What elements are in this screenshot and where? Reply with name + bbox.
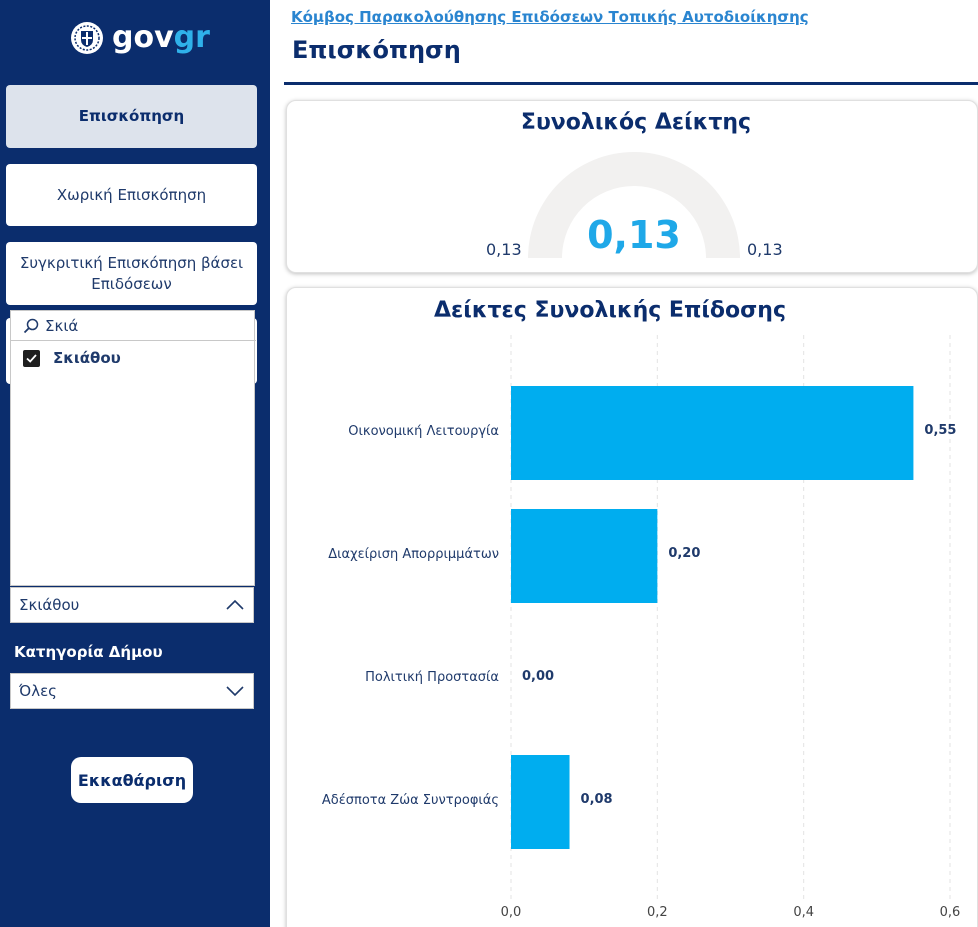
search-input[interactable]: Σκιά xyxy=(45,316,79,335)
logo-prefix: gov xyxy=(112,20,174,55)
x-tick-label: 0,2 xyxy=(646,905,668,920)
logo-suffix: gr xyxy=(173,20,210,55)
x-tick-label: 0,6 xyxy=(939,905,961,920)
bar[interactable] xyxy=(511,755,570,849)
search-icon xyxy=(23,318,39,333)
category-label: Οικονομική Λειτουργία xyxy=(348,424,499,439)
slicer-search-box[interactable]: Σκιά xyxy=(11,311,256,341)
municipality-dropdown-value: Σκιάθου xyxy=(19,596,80,614)
x-tick-label: 0,4 xyxy=(793,905,814,920)
category-label: Αδέσποτα Ζώα Συντροφιάς xyxy=(321,793,499,808)
category-label: Διαχείριση Απορριμμάτων xyxy=(328,547,499,562)
data-label: 0,20 xyxy=(668,546,701,561)
bar[interactable] xyxy=(511,386,914,480)
category-dropdown-value: Όλες xyxy=(19,682,57,700)
greek-emblem-icon xyxy=(71,22,103,54)
nav-spatial-button[interactable]: Χωρική Επισκόπηση xyxy=(6,164,257,226)
clear-filters-button[interactable]: Εκκαθάριση xyxy=(71,757,193,803)
breadcrumb-link[interactable]: Κόμβος Παρακολούθησης Επιδόσεων Τοπικής … xyxy=(291,8,809,26)
nav-overview-button[interactable]: Επισκόπηση xyxy=(6,85,257,148)
data-label: 0,08 xyxy=(580,792,613,807)
gauge-value: 0,13 xyxy=(587,213,681,257)
x-tick-label: 0,0 xyxy=(500,905,522,920)
slicer-option-label: Σκιάθου xyxy=(53,349,121,367)
bar-chart-title: Δείκτες Συνολικής Επίδοσης xyxy=(434,298,786,323)
category-filter-label: Κατηγορία Δήμου xyxy=(14,643,163,661)
header-divider xyxy=(284,82,978,85)
nav-comparative-button[interactable]: Συγκριτική Επισκόπηση βάσει Επιδόσεων xyxy=(6,242,257,305)
bar[interactable] xyxy=(511,509,658,603)
checkbox-checked-icon[interactable] xyxy=(23,349,40,367)
municipality-slicer-list[interactable]: Σκιά Σκιάθου xyxy=(10,310,256,586)
page-title: Επισκόπηση xyxy=(292,36,461,64)
data-label: 0,55 xyxy=(924,423,957,438)
data-label: 0,00 xyxy=(522,669,555,684)
sidebar: govgr Επισκόπηση Χωρική Επισκόπηση Συγκρ… xyxy=(0,0,270,927)
govgr-wordmark: govgr xyxy=(112,23,210,53)
gauge-max-label: 0,13 xyxy=(747,240,783,259)
municipality-dropdown[interactable]: Σκιάθου xyxy=(10,587,254,623)
govgr-logo[interactable]: govgr xyxy=(70,18,210,58)
gauge-min-label: 0,13 xyxy=(486,240,522,259)
chevron-down-icon xyxy=(226,686,244,697)
gauge-title: Συνολικός Δείκτης xyxy=(520,110,752,135)
slicer-option[interactable]: Σκιάθου xyxy=(23,349,121,367)
gauge-chart xyxy=(528,152,740,258)
overall-index-card xyxy=(286,100,978,273)
category-dropdown[interactable]: Όλες xyxy=(10,673,254,709)
chevron-up-icon xyxy=(226,599,244,610)
gauge-track xyxy=(528,152,740,258)
category-label: Πολιτική Προστασία xyxy=(365,670,499,685)
